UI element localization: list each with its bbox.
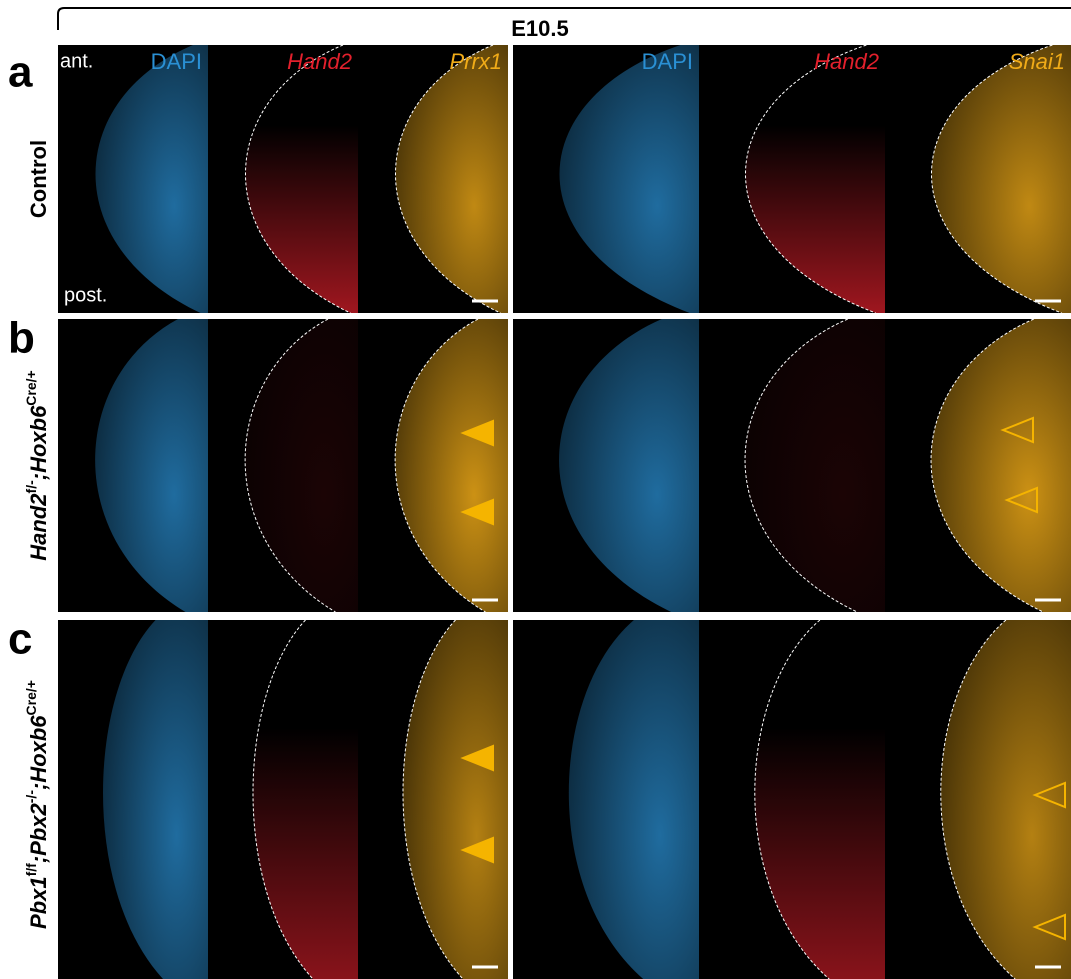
genotype-superscript: f/- [23,480,39,494]
genotype-label: Hand2f/-;Hoxb6Cre/+ [23,370,51,560]
genotype-superscript: f/f [23,863,39,877]
genotype-part: ;Hoxb6 [26,715,51,790]
stage-label: E10.5 [511,16,569,41]
channel-label: DAPI [642,49,693,74]
genotype-superscript: Cre/+ [23,370,39,405]
anterior-label: ant. [60,50,93,72]
panel-letter: a [8,48,33,97]
genotype-superscript: -/- [23,790,39,804]
posterior-label: post. [64,284,107,306]
genotype-part: ;Pbx2 [26,802,51,863]
panel-letter: c [8,615,32,664]
genotype-label: Pbx1f/f;Pbx2-/-;Hoxb6Cre/+ [23,680,51,929]
genotype-superscript: Cre/+ [23,680,39,715]
genotype-part: Hand2 [26,493,51,561]
channel-label: DAPI [151,49,202,74]
genotype-part: Control [26,140,51,218]
genotype-part: Pbx1 [26,876,51,929]
channel-label: Hand2 [814,49,879,74]
genotype-part: ;Hoxb6 [26,405,51,480]
channel-label: Hand2 [287,49,352,74]
figure: E10.5 DAPI Hand2 Prrx1 DAPI Hand2 Snai1 ant. po… [0,0,1071,979]
channel-label: Snai1 [1009,49,1065,74]
channel-label: Prrx1 [449,49,502,74]
genotype-label: Control [26,140,51,218]
panel-letter: b [8,314,35,363]
